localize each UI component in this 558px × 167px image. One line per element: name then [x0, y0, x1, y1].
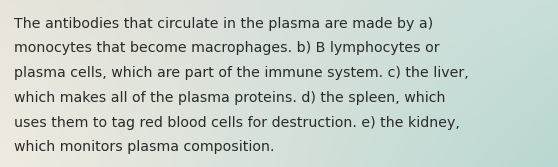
Text: which makes all of the plasma proteins. d) the spleen, which: which makes all of the plasma proteins. … — [14, 91, 445, 105]
Text: plasma cells, which are part of the immune system. c) the liver,: plasma cells, which are part of the immu… — [14, 66, 469, 80]
Text: The antibodies that circulate in the plasma are made by a): The antibodies that circulate in the pla… — [14, 17, 433, 31]
Text: monocytes that become macrophages. b) B lymphocytes or: monocytes that become macrophages. b) B … — [14, 41, 440, 55]
Text: uses them to tag red blood cells for destruction. e) the kidney,: uses them to tag red blood cells for des… — [14, 116, 460, 130]
Text: which monitors plasma composition.: which monitors plasma composition. — [14, 140, 275, 154]
